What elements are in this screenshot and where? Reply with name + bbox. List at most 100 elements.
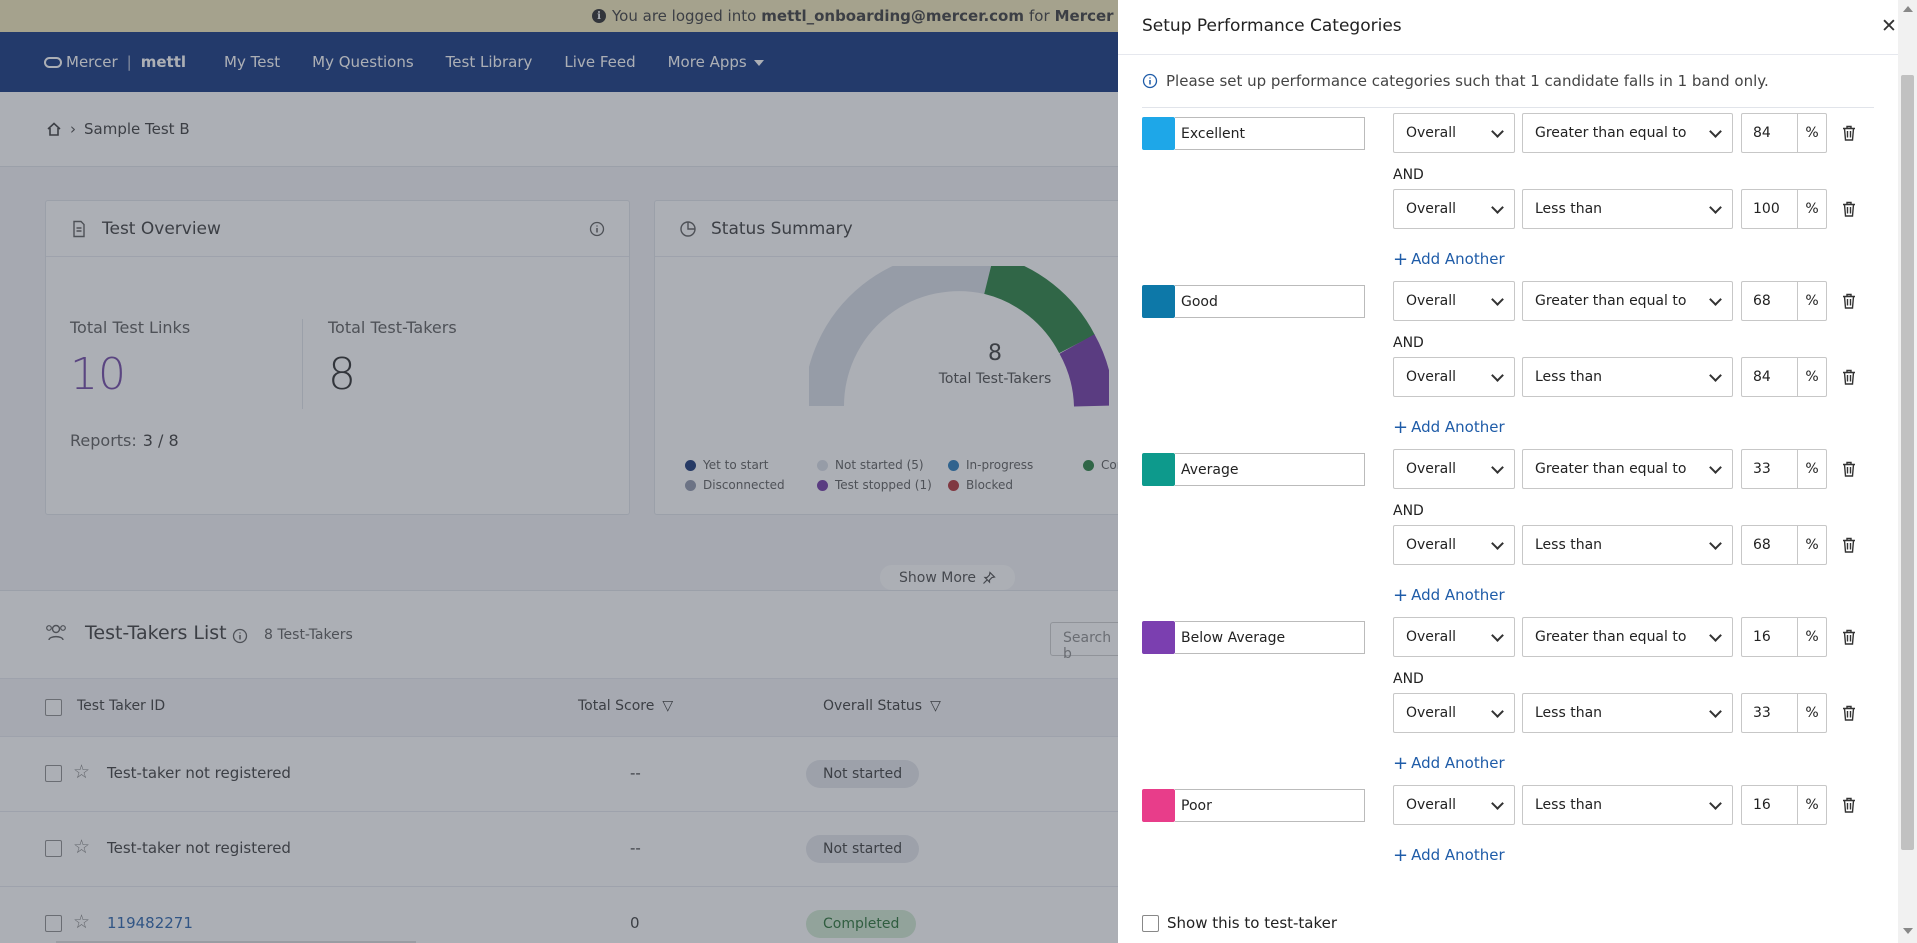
percent-input[interactable]: 84% xyxy=(1741,113,1827,153)
add-another-button[interactable]: + Add Another xyxy=(1393,585,1505,606)
info-icon[interactable] xyxy=(232,628,248,644)
operator-select[interactable]: Greater than equal to xyxy=(1522,449,1733,489)
percent-value[interactable]: 84 xyxy=(1742,114,1798,152)
category-color-swatch[interactable] xyxy=(1142,621,1175,654)
drawer-scrollbar[interactable] xyxy=(1898,0,1917,943)
percent-input[interactable]: 16% xyxy=(1741,617,1827,657)
operator-select[interactable]: Greater than equal to xyxy=(1522,113,1733,153)
scope-select[interactable]: Overall xyxy=(1393,525,1515,565)
trash-icon[interactable] xyxy=(1842,461,1856,477)
legend-disconnected[interactable]: Disconnected xyxy=(685,478,785,492)
percent-value[interactable]: 68 xyxy=(1742,282,1798,320)
add-another-button[interactable]: + Add Another xyxy=(1393,417,1505,438)
operator-select[interactable]: Less than xyxy=(1522,693,1733,733)
category-name-input[interactable]: Poor xyxy=(1175,789,1365,822)
star-icon[interactable]: ☆ xyxy=(73,836,91,858)
trash-icon[interactable] xyxy=(1842,629,1856,645)
scroll-thumb[interactable] xyxy=(1901,75,1914,850)
percent-input[interactable]: 16% xyxy=(1741,785,1827,825)
legend-test-stopped[interactable]: Test stopped (1) xyxy=(817,478,932,492)
trash-icon[interactable] xyxy=(1842,201,1856,217)
operator-select[interactable]: Less than xyxy=(1522,785,1733,825)
percent-input[interactable]: 68% xyxy=(1741,281,1827,321)
row-checkbox[interactable] xyxy=(45,765,62,782)
nav-my-questions[interactable]: My Questions xyxy=(312,53,414,71)
modal-backdrop[interactable] xyxy=(0,0,1118,943)
select-all-checkbox[interactable] xyxy=(45,699,62,716)
category-name-input[interactable]: Good xyxy=(1175,285,1365,318)
column-total-score[interactable]: Total Score ▽ xyxy=(578,698,673,714)
scope-select[interactable]: Overall xyxy=(1393,617,1515,657)
brand-logo[interactable]: Mercer | mettl xyxy=(44,53,186,71)
percent-input[interactable]: 100% xyxy=(1741,189,1827,229)
show-to-taker-checkbox[interactable] xyxy=(1142,914,1159,932)
close-icon[interactable]: ✕ xyxy=(1881,15,1897,37)
legend-blocked[interactable]: Blocked xyxy=(948,478,1013,492)
percent-value[interactable]: 16 xyxy=(1742,618,1798,656)
operator-select[interactable]: Less than xyxy=(1522,357,1733,397)
filter-icon[interactable]: ▽ xyxy=(662,698,674,714)
add-another-button[interactable]: + Add Another xyxy=(1393,845,1505,866)
scope-select[interactable]: Overall xyxy=(1393,281,1515,321)
category-name-input[interactable]: Average xyxy=(1175,453,1365,486)
show-to-taker-option[interactable]: Show this to test-taker xyxy=(1142,914,1337,932)
legend-in-progress[interactable]: In-progress xyxy=(948,458,1033,472)
scroll-up-icon[interactable] xyxy=(1903,6,1913,12)
scope-select[interactable]: Overall xyxy=(1393,357,1515,397)
row-checkbox[interactable] xyxy=(45,915,62,932)
scope-select[interactable]: Overall xyxy=(1393,693,1515,733)
home-icon[interactable] xyxy=(46,121,62,137)
category-color-swatch[interactable] xyxy=(1142,285,1175,318)
horizontal-scrollbar[interactable] xyxy=(56,941,416,943)
category-name-input[interactable]: Excellent xyxy=(1175,117,1365,150)
legend-completed[interactable]: Cor xyxy=(1083,458,1122,472)
show-more-button[interactable]: Show More xyxy=(880,565,1015,590)
info-icon[interactable] xyxy=(589,221,605,237)
add-another-button[interactable]: + Add Another xyxy=(1393,753,1505,774)
trash-icon[interactable] xyxy=(1842,125,1856,141)
trash-icon[interactable] xyxy=(1842,705,1856,721)
percent-value[interactable]: 68 xyxy=(1742,526,1798,564)
percent-value[interactable]: 84 xyxy=(1742,358,1798,396)
row-checkbox[interactable] xyxy=(45,840,62,857)
total-links-value[interactable]: 10 xyxy=(70,349,126,400)
table-row[interactable]: ☆ Test-taker not registered -- Not start… xyxy=(0,736,1120,811)
trash-icon[interactable] xyxy=(1842,369,1856,385)
percent-value[interactable]: 16 xyxy=(1742,786,1798,824)
operator-select[interactable]: Greater than equal to xyxy=(1522,281,1733,321)
nav-live-feed[interactable]: Live Feed xyxy=(564,53,636,71)
operator-select[interactable]: Less than xyxy=(1522,525,1733,565)
percent-input[interactable]: 68% xyxy=(1741,525,1827,565)
legend-not-started[interactable]: Not started (5) xyxy=(817,458,924,472)
trash-icon[interactable] xyxy=(1842,293,1856,309)
star-icon[interactable]: ☆ xyxy=(73,911,91,933)
scope-select[interactable]: Overall xyxy=(1393,449,1515,489)
nav-test-library[interactable]: Test Library xyxy=(445,53,533,71)
nav-more-apps[interactable]: More Apps xyxy=(668,53,764,71)
category-name-input[interactable]: Below Average xyxy=(1175,621,1365,654)
percent-input[interactable]: 33% xyxy=(1741,449,1827,489)
scope-select[interactable]: Overall xyxy=(1393,189,1515,229)
scope-select[interactable]: Overall xyxy=(1393,785,1515,825)
trash-icon[interactable] xyxy=(1842,797,1856,813)
table-row[interactable]: ☆ Test-taker not registered -- Not start… xyxy=(0,811,1120,886)
filter-icon[interactable]: ▽ xyxy=(930,698,941,714)
scroll-down-icon[interactable] xyxy=(1903,928,1913,934)
category-color-swatch[interactable] xyxy=(1142,789,1175,822)
percent-value[interactable]: 100 xyxy=(1742,190,1798,228)
operator-select[interactable]: Greater than equal to xyxy=(1522,617,1733,657)
category-color-swatch[interactable] xyxy=(1142,453,1175,486)
operator-select[interactable]: Less than xyxy=(1522,189,1733,229)
percent-input[interactable]: 33% xyxy=(1741,693,1827,733)
nav-my-test[interactable]: My Test xyxy=(224,53,281,71)
percent-value[interactable]: 33 xyxy=(1742,450,1798,488)
scope-select[interactable]: Overall xyxy=(1393,113,1515,153)
legend-yet-to-start[interactable]: Yet to start xyxy=(685,458,768,472)
table-row[interactable]: ☆ 119482271 0 Completed xyxy=(0,886,1120,943)
star-icon[interactable]: ☆ xyxy=(73,761,91,783)
percent-input[interactable]: 84% xyxy=(1741,357,1827,397)
column-overall-status[interactable]: Overall Status ▽ xyxy=(823,698,941,714)
trash-icon[interactable] xyxy=(1842,537,1856,553)
row-test-taker-id-link[interactable]: 119482271 xyxy=(107,914,193,932)
add-another-button[interactable]: + Add Another xyxy=(1393,249,1505,270)
